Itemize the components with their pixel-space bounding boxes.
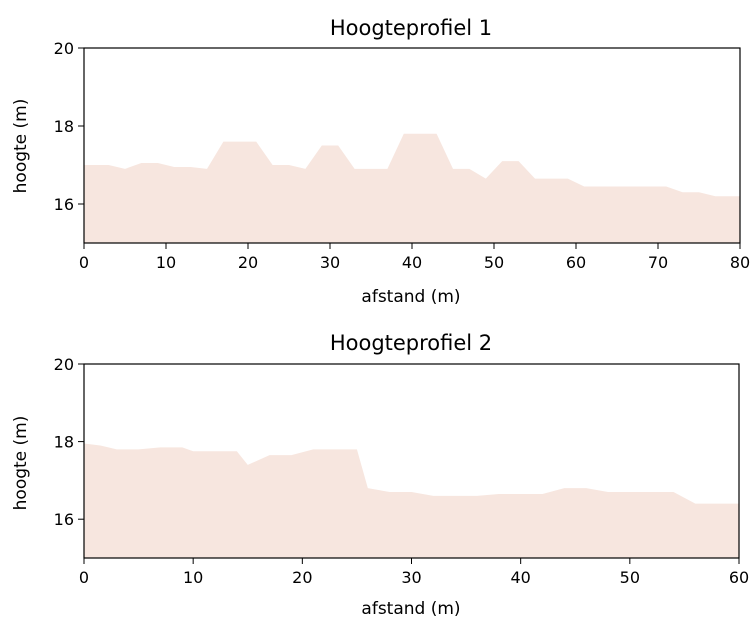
y-tick-label-2-2: 20 — [54, 355, 74, 374]
x-tick-label-2-0: 0 — [79, 568, 89, 587]
x-tick-label-2-6: 60 — [729, 568, 749, 587]
x-tick-label-1-8: 80 — [730, 253, 750, 272]
y-axis-label-2: hoogte (m) — [11, 416, 31, 511]
x-tick-label-1-0: 0 — [79, 253, 89, 272]
y-tick-label-2-1: 18 — [54, 433, 74, 452]
plot-area-2: 0 10 20 30 40 50 60 16 18 20 — [54, 355, 750, 587]
y-tick-label-2-0: 16 — [54, 510, 74, 529]
x-axis-label-2: afstand (m) — [361, 599, 460, 619]
x-axis-label-1: afstand (m) — [361, 287, 460, 307]
elevation-area-2 — [84, 443, 739, 558]
chart-title-2: Hoogteprofiel 2 — [330, 331, 492, 355]
x-tick-label-2-5: 50 — [620, 568, 640, 587]
x-tick-label-2-1: 10 — [183, 568, 203, 587]
x-tick-label-1-1: 10 — [156, 253, 176, 272]
x-tick-label-2-2: 20 — [292, 568, 312, 587]
x-tick-label-1-3: 30 — [320, 253, 340, 272]
elevation-area-1 — [84, 133, 740, 243]
x-tick-label-1-7: 70 — [648, 253, 668, 272]
chart-panel-2: Hoogteprofiel 2 0 10 20 30 40 50 60 16 18 20 afst… — [11, 331, 749, 619]
chart-panel-1: Hoogteprofiel 1 0 10 20 30 40 50 60 70 80161820 … — [11, 16, 750, 307]
x-tick-label-2-4: 40 — [510, 568, 530, 587]
x-tick-label-1-6: 60 — [566, 253, 586, 272]
chart-title-1: Hoogteprofiel 1 — [330, 16, 492, 40]
x-tick-label-2-3: 30 — [401, 568, 421, 587]
y-tick-label-1-0: 16 — [54, 195, 74, 214]
x-tick-label-1-5: 50 — [484, 253, 504, 272]
y-tick-label-1-1: 18 — [54, 117, 74, 136]
x-tick-label-1-4: 40 — [402, 253, 422, 272]
plot-area-1: 0 10 20 30 40 50 60 70 80 16 18 20 — [54, 39, 751, 272]
y-tick-label-1-2: 20 — [54, 39, 74, 58]
y-axis-label-1: hoogte (m) — [11, 99, 31, 194]
x-tick-label-1-2: 20 — [238, 253, 258, 272]
